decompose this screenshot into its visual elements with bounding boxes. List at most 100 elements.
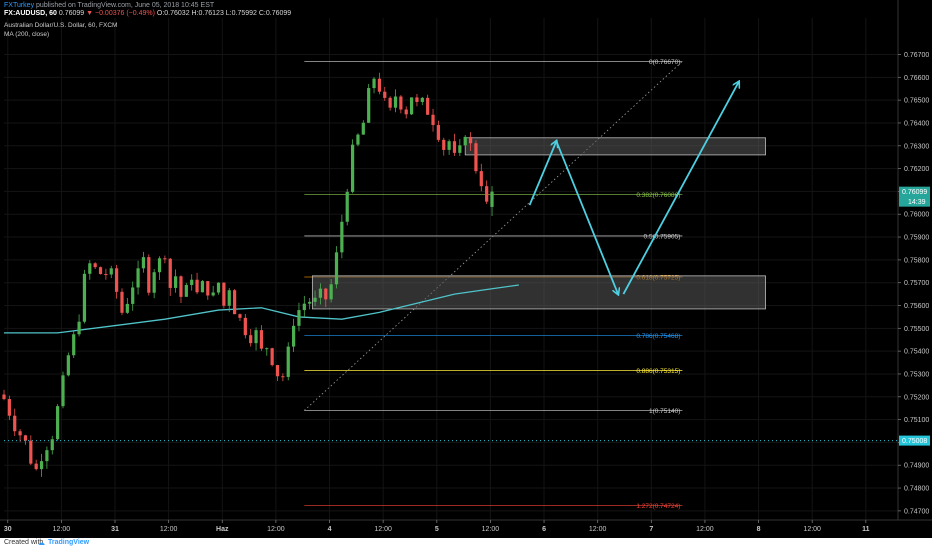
- candle-body: [136, 268, 140, 288]
- time-tick-label: 12:00: [267, 526, 285, 533]
- candle-body: [340, 221, 344, 253]
- candle-body: [468, 136, 473, 144]
- candle-body: [350, 144, 355, 192]
- candle-body: [356, 134, 360, 145]
- candle-body: [345, 191, 349, 222]
- candle-body: [200, 281, 205, 293]
- time-tick-label: 12:00: [696, 526, 714, 533]
- candle-body: [168, 258, 172, 288]
- candle-body: [329, 284, 333, 300]
- zone-rect: [464, 137, 766, 156]
- support-resistance-zones[interactable]: [311, 137, 766, 310]
- candle-body: [13, 415, 17, 432]
- candle-body: [61, 375, 65, 407]
- candle-body: [436, 125, 441, 140]
- time-tick-label: 5: [435, 526, 439, 533]
- candle-body: [211, 292, 215, 296]
- candle-body: [334, 252, 339, 285]
- time-tick-label: 12:00: [482, 526, 500, 533]
- price-tick-label: 0.74800: [904, 486, 929, 493]
- candle-body: [125, 303, 129, 313]
- candle-body: [372, 78, 376, 89]
- candle-body: [77, 321, 81, 335]
- author-name[interactable]: FXTurkey: [4, 2, 35, 9]
- price-tick-label: 0.76300: [904, 143, 929, 150]
- candle-body: [479, 171, 483, 187]
- candle-body: [447, 141, 451, 150]
- candlestick-series: [2, 72, 494, 477]
- zone-rect: [311, 275, 766, 310]
- price-tick-label: 0.76600: [904, 75, 929, 82]
- candle-body: [7, 399, 11, 416]
- ohlc-values: O:0.76032 H:0.76123 L:0.75992 C:0.76099: [156, 10, 292, 17]
- time-tick-label: 12:00: [53, 526, 71, 533]
- candle-body: [383, 91, 387, 98]
- candle-body: [243, 317, 247, 336]
- candle-body: [281, 376, 285, 378]
- candle-body: [190, 279, 194, 285]
- candle-body: [2, 394, 6, 400]
- tradingview-brand[interactable]: TradingView: [48, 539, 90, 546]
- candle-body: [232, 290, 237, 315]
- price-tick-label: 0.76200: [904, 166, 929, 173]
- candle-body: [222, 282, 226, 306]
- candle-body: [227, 290, 231, 306]
- candle-body: [452, 141, 457, 153]
- price-axis[interactable]: 0.76700 0.76600 0.76500 0.76400 0.76300 0.762…: [897, 0, 930, 520]
- candle-body: [485, 186, 489, 202]
- price-tick-label: 0.76500: [904, 98, 929, 105]
- fibonacci-retracement[interactable]: 0(0.76670)0.382(0.76086)0.5(0.75905)0.61…: [304, 59, 683, 510]
- candle-body: [98, 267, 103, 275]
- candle-body: [104, 274, 108, 276]
- candle-body: [265, 348, 269, 350]
- price-tick-label: 0.75400: [904, 349, 929, 356]
- price-label-badge: [899, 435, 930, 446]
- price-label-badge: [899, 186, 930, 207]
- price-tick-label: 0.76000: [904, 212, 929, 219]
- candle-body: [152, 272, 156, 293]
- price-tick-label: 0.75100: [904, 417, 929, 424]
- time-tick-label: 4: [328, 526, 332, 533]
- fib-level-label: 0.786(0.75468): [636, 333, 680, 340]
- candle-body: [249, 335, 253, 344]
- candle-body: [458, 145, 462, 153]
- candle-body: [195, 279, 199, 293]
- time-axis[interactable]: 30 12:00 31 12:00 Haz 12:00 4 12:00 5 12:00 6 12:00…: [0, 519, 932, 533]
- candle-body: [302, 303, 306, 311]
- candle-body: [174, 276, 178, 288]
- time-tick-label: 7: [649, 526, 653, 533]
- time-tick-label: 8: [757, 526, 761, 533]
- price-chart[interactable]: 0(0.76670)0.382(0.76086)0.5(0.75905)0.61…: [0, 0, 932, 538]
- projection-arrow: [555, 140, 618, 294]
- candle-body: [184, 284, 188, 297]
- candle-body: [431, 114, 435, 126]
- candle-body: [308, 301, 312, 304]
- price-tick-label: 0.74700: [904, 508, 929, 515]
- candle-body: [420, 97, 424, 102]
- candle-body: [29, 440, 33, 464]
- price-tick-label: 0.75300: [904, 371, 929, 378]
- footer-bar: Created with ☁ TradingView: [0, 538, 932, 550]
- candle-body: [361, 122, 365, 135]
- indicator-legend[interactable]: MA (200, close): [4, 31, 50, 38]
- candle-body: [93, 263, 97, 268]
- instrument-legend: Australian Dollar/U.S. Dollar, 60, FXCM: [4, 22, 118, 29]
- price-tick-label: 0.75200: [904, 394, 929, 401]
- fib-level-label: 0(0.76670): [649, 59, 680, 66]
- price-tick-label: 0.75500: [904, 326, 929, 333]
- candle-body: [259, 330, 264, 349]
- candle-body: [291, 325, 296, 347]
- price-change: ▼ −0.00376 (−0.49%): [86, 10, 155, 17]
- candle-body: [399, 96, 403, 110]
- time-tick-label: 6: [542, 526, 546, 533]
- projection-arrows[interactable]: [528, 82, 739, 294]
- price-tick-label: 0.76400: [904, 120, 929, 127]
- candle-body: [109, 268, 113, 275]
- candle-body: [286, 346, 290, 377]
- projection-arrow: [528, 141, 557, 206]
- candle-body: [157, 258, 162, 273]
- time-tick-label: 30: [4, 526, 12, 533]
- candle-body: [216, 282, 221, 293]
- published-text: published on TradingView.com, June 05, 2…: [36, 2, 215, 9]
- candle-body: [324, 288, 328, 300]
